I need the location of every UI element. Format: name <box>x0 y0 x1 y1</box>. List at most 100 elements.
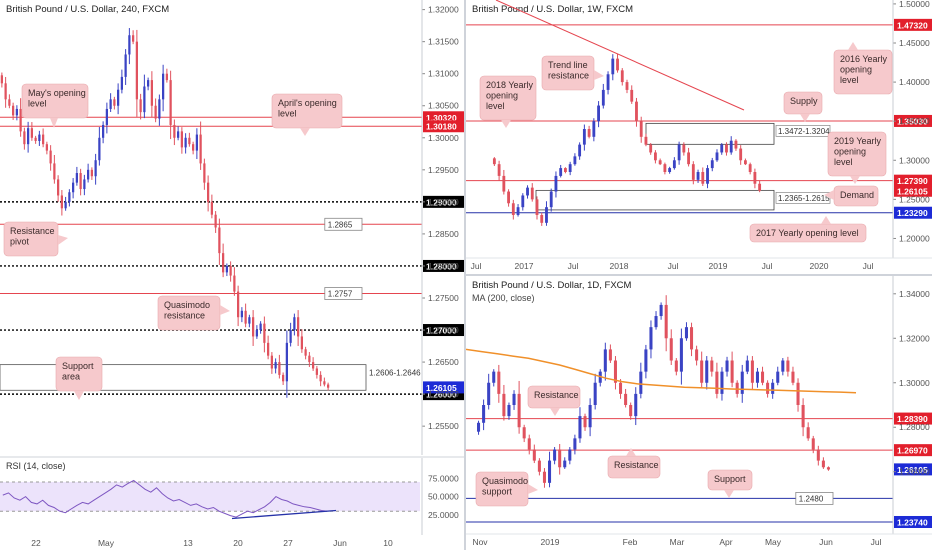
h4-candle-body <box>124 54 127 77</box>
daily-candle-body <box>755 371 759 383</box>
h4-level-tag <box>423 120 464 133</box>
h4-candle-body <box>75 173 78 183</box>
h4-candle-body <box>8 99 11 106</box>
h4-y-tick-label: 1.26000 <box>428 389 459 399</box>
h4-candle-body <box>203 163 206 183</box>
h4-candle-body <box>27 128 30 145</box>
daily-y-tick-label: 1.28000 <box>899 422 930 432</box>
h4-x-tick-label: 10 <box>383 538 393 548</box>
h4-y-tick-label: 1.31000 <box>428 69 459 79</box>
weekly-level-tag-label: 1.47320 <box>897 20 928 30</box>
h4-candle-body <box>72 182 75 193</box>
h4-level-tag-label: 1.27000 <box>426 326 457 336</box>
weekly-callout-pointer <box>848 42 858 50</box>
h4-candle-body <box>229 265 232 276</box>
daily-candle-body <box>542 471 546 483</box>
h4-level-tag <box>423 324 464 337</box>
weekly-level-tag <box>894 18 932 31</box>
weekly-callout-text: opening <box>834 147 866 157</box>
daily-candle-body <box>684 327 688 339</box>
weekly-callout-pointer <box>821 216 831 224</box>
weekly-candle-body <box>758 183 762 191</box>
daily-candle-body <box>796 382 800 405</box>
weekly-callout <box>749 223 867 243</box>
daily-price-tag-label: 1.26105 <box>897 465 928 475</box>
h4-candle-body <box>53 163 56 180</box>
h4-candle-body <box>327 384 330 388</box>
h4-candle-body <box>312 362 315 369</box>
h4-candle-body <box>68 192 71 202</box>
weekly-candle-body <box>668 168 672 172</box>
h4-candle-body <box>64 201 67 209</box>
h4-candle-body <box>83 179 86 190</box>
h4-callout-text: Support <box>62 361 94 371</box>
weekly-callout-text: opening <box>486 91 518 101</box>
h4-y-tick-label: 1.28000 <box>428 261 459 271</box>
daily-candle-body <box>826 467 830 470</box>
weekly-candle-body <box>682 144 686 153</box>
weekly-candle-body <box>710 160 714 169</box>
weekly-title: British Pound / U.S. Dollar, 1W, FXCM <box>472 4 633 15</box>
h4-candle-body <box>207 182 210 202</box>
h4-candle-body <box>315 368 318 375</box>
daily-level-box <box>795 492 834 505</box>
weekly-candle-body <box>592 121 596 137</box>
weekly-candle-body <box>578 144 582 157</box>
h4-candle-body <box>158 99 161 119</box>
weekly-y-tick-label: 1.50000 <box>899 0 930 9</box>
h4-callout-text: Resistance <box>10 226 55 236</box>
daily-x-tick-label: Jul <box>871 537 882 547</box>
h4-candle-body <box>195 134 198 151</box>
h4-candle-body <box>255 330 258 337</box>
h4-candle-body <box>282 374 285 382</box>
h4-candle-body <box>162 73 165 100</box>
weekly-x-tick-label: Jul <box>471 261 482 271</box>
h4-callout-text: area <box>62 372 80 382</box>
h4-candle-body <box>57 179 60 196</box>
h4-candle-body <box>120 76 123 90</box>
h4-callout-text: resistance <box>164 311 205 321</box>
h4-y-tick-label: 1.26500 <box>428 357 459 367</box>
h4-callout-pointer <box>58 235 68 245</box>
daily-candle-body <box>527 438 531 450</box>
weekly-candle-body <box>672 160 676 169</box>
weekly-candle-body <box>639 121 643 137</box>
h4-candle-body <box>42 134 45 145</box>
h4-candle-body <box>150 80 153 106</box>
daily-candle-body <box>669 338 673 361</box>
h4-x-tick-label: 13 <box>183 538 193 548</box>
h4-candle-body <box>117 89 120 106</box>
weekly-candle-body <box>502 175 506 192</box>
daily-candle-body <box>583 416 587 428</box>
h4-candle-body <box>278 362 281 375</box>
daily-candle-body <box>786 360 790 372</box>
h4-candle-body <box>199 134 202 164</box>
weekly-callout-pointer <box>850 176 860 184</box>
weekly-y-tick-label: 1.35000 <box>899 116 930 126</box>
weekly-candle-body <box>654 152 657 161</box>
weekly-x-tick-label: Jul <box>568 261 579 271</box>
h4-level-tag <box>423 195 464 208</box>
weekly-callout-text: opening <box>840 65 872 75</box>
weekly-trendline <box>495 0 745 111</box>
h4-candle-body <box>244 310 247 324</box>
daily-candle-body <box>781 360 785 372</box>
daily-callout-text: Quasimodo <box>482 476 528 486</box>
h4-candle-body <box>267 342 270 356</box>
h4-candle-body <box>60 195 63 209</box>
daily-x-tick-label: Jun <box>819 537 833 547</box>
h4-level-box-label: 1.2757 <box>328 290 353 299</box>
weekly-candle-body <box>611 58 615 75</box>
daily-title: British Pound / U.S. Dollar, 1D, FXCM <box>472 280 632 291</box>
weekly-level-tag-label: 1.35030 <box>897 116 928 126</box>
h4-callout-text: May's opening <box>28 88 86 98</box>
weekly-callout-text: Demand <box>840 190 874 200</box>
weekly-candle-body <box>739 148 743 161</box>
weekly-candle-body <box>725 144 728 153</box>
h4-candle-body <box>222 253 225 273</box>
daily-level-box-label: 1.2480 <box>799 494 824 503</box>
weekly-candle-body <box>649 144 653 153</box>
weekly-callout-text: level <box>486 101 505 111</box>
daily-level-tag <box>894 444 932 457</box>
weekly-price-tag <box>894 184 932 197</box>
